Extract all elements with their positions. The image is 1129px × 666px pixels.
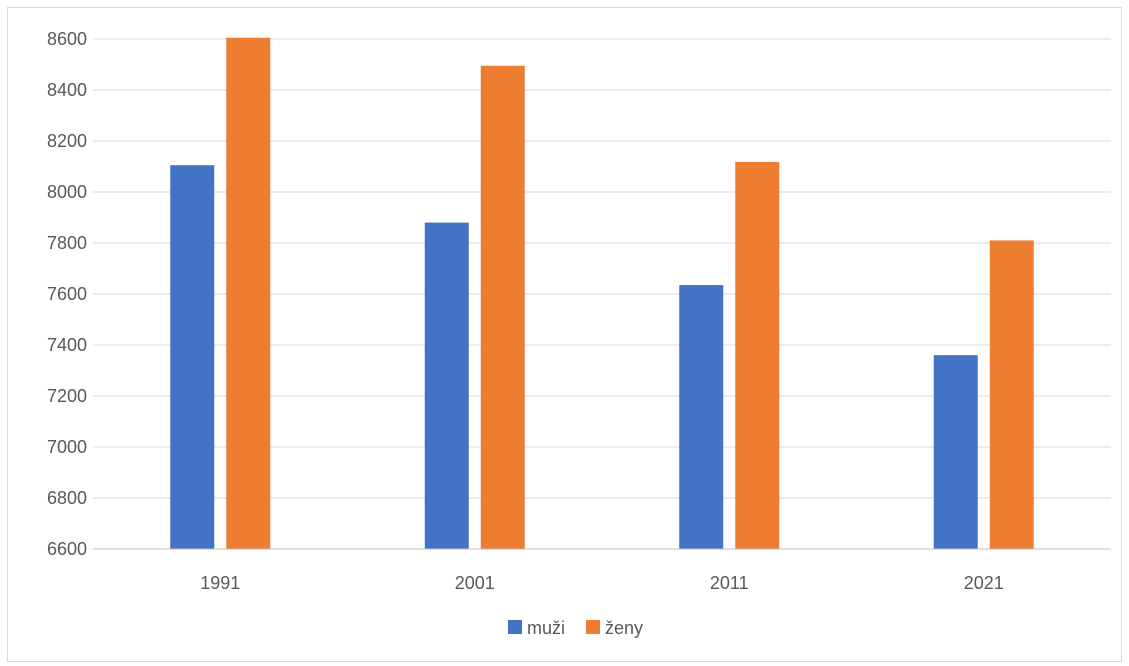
y-tick-label: 7600 <box>47 284 87 304</box>
y-tick-label: 6600 <box>47 539 87 559</box>
bar-ženy-1991 <box>226 37 271 549</box>
y-tick-label: 7000 <box>47 437 87 457</box>
y-tick-label: 8000 <box>47 182 87 202</box>
x-tick-label: 2021 <box>964 573 1004 593</box>
y-tick-label: 8200 <box>47 131 87 151</box>
bar-chart: 6600 6800 7000 7200 7400 7600 7800 8000 8200 8400… <box>47 29 1111 638</box>
x-tick-label: 2001 <box>455 573 495 593</box>
y-tick-label: 8600 <box>47 29 87 49</box>
y-axis-tick-labels: 6600 6800 7000 7200 7400 7600 7800 8000 8200 8400… <box>47 29 87 559</box>
legend-label-ženy: ženy <box>605 618 643 638</box>
x-axis-tick-labels: 1991 2001 2011 2021 <box>200 573 1004 593</box>
legend-swatch-ženy <box>586 620 600 634</box>
y-tick-label: 8400 <box>47 80 87 100</box>
y-tick-label: 7200 <box>47 386 87 406</box>
y-tick-label: 7400 <box>47 335 87 355</box>
x-tick-label: 1991 <box>200 573 240 593</box>
bar-ženy-2011 <box>735 161 780 549</box>
legend: muži ženy <box>508 618 643 638</box>
bar-muži-2021 <box>933 355 978 549</box>
bar-muži-1991 <box>170 165 215 549</box>
bar-muži-2001 <box>424 222 469 549</box>
y-tick-label: 7800 <box>47 233 87 253</box>
bars <box>170 37 1034 550</box>
chart-frame: 6600 6800 7000 7200 7400 7600 7800 8000 8200 8400… <box>7 7 1122 662</box>
legend-label-muži: muži <box>527 618 565 638</box>
x-tick-label: 2011 <box>710 573 749 593</box>
bar-ženy-2021 <box>989 240 1034 549</box>
y-tick-label: 6800 <box>47 488 87 508</box>
legend-swatch-muži <box>508 620 522 634</box>
bar-muži-2011 <box>679 285 724 549</box>
bar-ženy-2001 <box>480 65 525 550</box>
